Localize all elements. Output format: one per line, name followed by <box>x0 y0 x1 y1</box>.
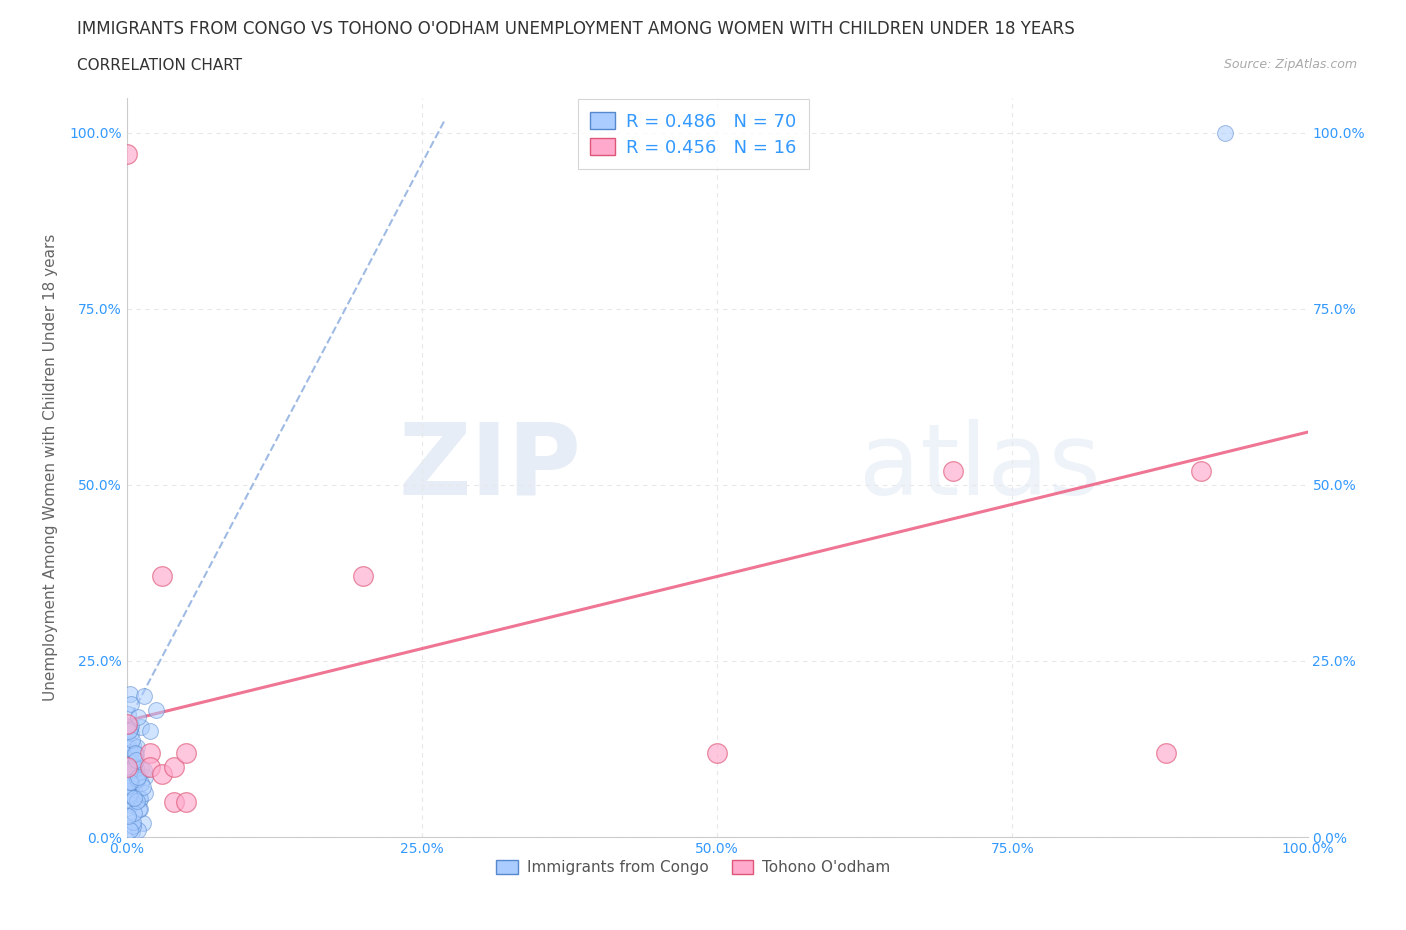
Point <box>117 770 139 785</box>
Point <box>706 745 728 760</box>
Point <box>125 747 148 762</box>
Point <box>121 733 143 748</box>
Point <box>118 724 141 738</box>
Point <box>132 780 155 795</box>
Point <box>115 147 138 162</box>
Point <box>132 816 155 830</box>
Point <box>128 802 150 817</box>
Point <box>128 802 150 817</box>
Point <box>121 737 143 752</box>
Point <box>121 825 143 840</box>
Point <box>139 759 162 774</box>
Point <box>139 724 162 738</box>
Point <box>115 759 138 774</box>
Point <box>121 793 143 808</box>
Point <box>125 771 148 786</box>
Point <box>118 822 141 837</box>
Text: Source: ZipAtlas.com: Source: ZipAtlas.com <box>1223 58 1357 71</box>
Point <box>118 764 141 779</box>
Point <box>131 719 153 734</box>
Point <box>120 798 142 813</box>
Point <box>120 775 142 790</box>
Point <box>115 762 138 777</box>
Point <box>122 790 145 805</box>
Point <box>117 776 139 790</box>
Point <box>118 796 141 811</box>
Point <box>118 761 141 776</box>
Point <box>118 787 141 802</box>
Point <box>145 703 167 718</box>
Point <box>352 569 374 584</box>
Point <box>127 823 149 838</box>
Point <box>120 770 142 785</box>
Point <box>118 721 141 736</box>
Point <box>118 763 141 777</box>
Point <box>117 788 139 803</box>
Point <box>117 767 139 782</box>
Point <box>120 725 142 740</box>
Point <box>127 770 149 785</box>
Point <box>121 755 143 770</box>
Point <box>134 785 156 800</box>
Point <box>117 808 139 823</box>
Point <box>120 718 142 733</box>
Text: CORRELATION CHART: CORRELATION CHART <box>77 58 242 73</box>
Point <box>122 815 145 830</box>
Point <box>115 717 138 732</box>
Text: IMMIGRANTS FROM CONGO VS TOHONO O'ODHAM UNEMPLOYMENT AMONG WOMEN WITH CHILDREN U: IMMIGRANTS FROM CONGO VS TOHONO O'ODHAM … <box>77 20 1076 38</box>
Point <box>1213 126 1236 140</box>
Point <box>124 805 146 820</box>
Point <box>125 752 148 767</box>
Point <box>129 790 152 805</box>
Point <box>124 781 146 796</box>
Text: ZIP: ZIP <box>398 418 581 516</box>
Point <box>127 739 149 754</box>
Point <box>121 785 143 800</box>
Point <box>129 791 152 806</box>
Point <box>120 697 142 711</box>
Point <box>139 745 162 760</box>
Point <box>125 793 148 808</box>
Point <box>124 745 146 760</box>
Y-axis label: Unemployment Among Women with Children Under 18 years: Unemployment Among Women with Children U… <box>44 233 58 701</box>
Point <box>163 794 186 809</box>
Point <box>1154 745 1177 760</box>
Point <box>122 775 145 790</box>
Point <box>122 818 145 833</box>
Point <box>117 779 139 794</box>
Point <box>134 770 156 785</box>
Point <box>163 759 186 774</box>
Point <box>174 745 197 760</box>
Point <box>942 463 965 478</box>
Point <box>127 710 149 724</box>
Point <box>118 686 141 701</box>
Point <box>124 791 146 806</box>
Point <box>150 569 173 584</box>
Point <box>1189 463 1212 478</box>
Legend: Immigrants from Congo, Tohono O'odham: Immigrants from Congo, Tohono O'odham <box>491 854 897 881</box>
Point <box>122 759 145 774</box>
Point <box>117 707 139 722</box>
Point <box>118 784 141 799</box>
Point <box>120 774 142 789</box>
Point <box>150 766 173 781</box>
Point <box>129 761 152 776</box>
Point <box>132 763 155 777</box>
Point <box>125 773 148 788</box>
Point <box>118 741 141 756</box>
Point <box>125 761 148 776</box>
Point <box>120 744 142 759</box>
Text: atlas: atlas <box>859 418 1101 516</box>
Point <box>174 794 197 809</box>
Point <box>129 776 152 790</box>
Point <box>134 689 156 704</box>
Point <box>115 764 138 779</box>
Point <box>121 781 143 796</box>
